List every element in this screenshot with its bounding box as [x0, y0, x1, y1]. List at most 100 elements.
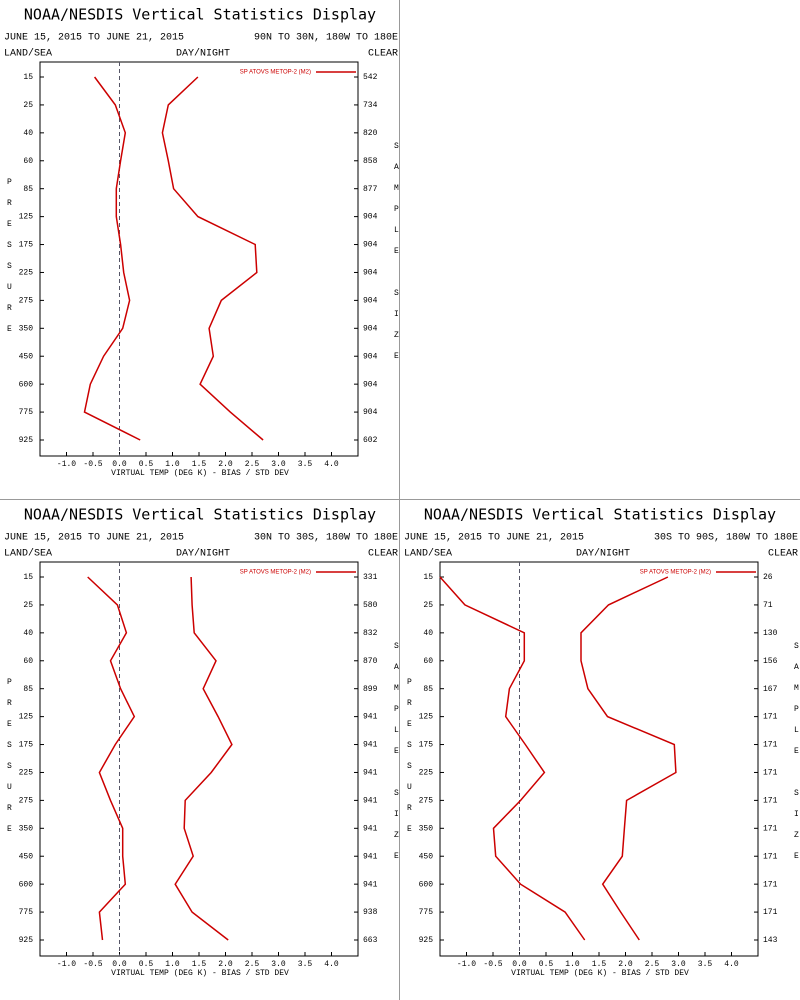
pressure-label: 40 [23, 129, 33, 138]
sample-size: 26 [763, 573, 773, 582]
sample-size: 580 [363, 601, 378, 610]
sample-size: 904 [363, 213, 378, 222]
pressure-label: 85 [23, 685, 33, 694]
pressure-label: 85 [423, 685, 433, 694]
x-tick-label: -0.5 [483, 960, 502, 969]
std-dev-line [174, 576, 233, 941]
pressure-label: 450 [419, 852, 434, 861]
chart-title: NOAA/NESDIS Vertical Statistics Display [24, 6, 376, 24]
x-tick-label: 2.0 [218, 960, 233, 969]
sample-size: 941 [363, 880, 378, 889]
sample-size: 331 [363, 573, 378, 582]
sample-size: 904 [363, 408, 378, 417]
pressure-label: 350 [419, 824, 434, 833]
pressure-label: 125 [19, 213, 34, 222]
pressure-label: 775 [19, 908, 34, 917]
bias-line [83, 76, 141, 441]
x-tick-label: 1.5 [192, 960, 207, 969]
sample-size: 904 [363, 352, 378, 361]
x-tick-label: -1.0 [57, 460, 76, 469]
sample-size: 167 [763, 685, 778, 694]
sample-size: 171 [763, 796, 778, 805]
x-tick-label: 0.5 [139, 960, 154, 969]
x-tick-label: 4.0 [324, 960, 339, 969]
sample-size: 904 [363, 324, 378, 333]
pressure-label: 350 [19, 324, 34, 333]
x-tick-label: 2.5 [245, 460, 260, 469]
pressure-label: 25 [23, 101, 33, 110]
pressure-label: 25 [23, 601, 33, 610]
sample-size: 941 [363, 741, 378, 750]
pressure-label: 60 [23, 657, 33, 666]
x-tick-label: -0.5 [83, 960, 102, 969]
sample-size: 130 [763, 629, 778, 638]
std-dev-line [580, 576, 677, 941]
pressure-label: 275 [419, 796, 434, 805]
sample-size: 941 [363, 769, 378, 778]
pressure-label: 775 [419, 908, 434, 917]
pressure-label: 15 [23, 573, 33, 582]
sample-size: 877 [363, 185, 378, 194]
sample-size: 663 [363, 936, 378, 945]
sample-size: 870 [363, 657, 378, 666]
x-axis-label: VIRTUAL TEMP (DEG K) - BIAS / STD DEV [111, 469, 289, 478]
pressure-label: 600 [19, 380, 34, 389]
plot-frame [439, 561, 759, 957]
x-tick-label: 1.0 [565, 960, 580, 969]
pressure-label: 40 [23, 629, 33, 638]
x-tick-label: -1.0 [57, 960, 76, 969]
pressure-label: 60 [23, 157, 33, 166]
pressure-label: 175 [19, 241, 34, 250]
sample-size: 820 [363, 129, 378, 138]
x-tick-label: 2.5 [245, 960, 260, 969]
region: 30N TO 30S, 180W TO 180E [254, 533, 398, 544]
legend-label: SP ATOVS METOP-2 (M2) [240, 70, 311, 76]
x-tick-label: 1.5 [192, 460, 207, 469]
sample-size: 171 [763, 769, 778, 778]
pressure-label: 15 [23, 73, 33, 82]
std-dev-line [161, 76, 264, 441]
pressure-label: 60 [423, 657, 433, 666]
x-tick-label: 1.0 [165, 960, 180, 969]
land-sea: LAND/SEA [4, 548, 52, 560]
x-tick-label: 0.5 [139, 460, 154, 469]
day-night: DAY/NIGHT [176, 548, 230, 560]
sample-size: 171 [763, 824, 778, 833]
sample-size: 904 [363, 269, 378, 278]
bias-line [439, 576, 586, 941]
pressure-label: 15 [423, 573, 433, 582]
sample-size: 941 [363, 852, 378, 861]
date-range: JUNE 15, 2015 TO JUNE 21, 2015 [404, 533, 584, 544]
pressure-label: 275 [19, 296, 34, 305]
date-range: JUNE 15, 2015 TO JUNE 21, 2015 [4, 33, 184, 44]
sample-size: 171 [763, 880, 778, 889]
x-tick-label: 3.0 [271, 460, 286, 469]
panel: NOAA/NESDIS Vertical Statistics Display J… [4, 6, 399, 479]
sample-size: 602 [363, 436, 378, 445]
pressure-label: 450 [19, 352, 34, 361]
region: 30S TO 90S, 180W TO 180E [654, 533, 798, 544]
sample-size: 171 [763, 852, 778, 861]
pressure-label: 450 [19, 852, 34, 861]
region: 90N TO 30N, 180W TO 180E [254, 33, 398, 44]
bias-line [87, 576, 136, 941]
pressure-label: 925 [419, 936, 434, 945]
sample-size: 171 [763, 713, 778, 722]
clear: CLEAR [768, 549, 798, 560]
x-axis-label: VIRTUAL TEMP (DEG K) - BIAS / STD DEV [511, 969, 689, 978]
sample-size: 542 [363, 73, 378, 82]
x-tick-label: 3.5 [698, 960, 713, 969]
sample-size: 156 [763, 657, 778, 666]
x-tick-label: 0.0 [112, 460, 127, 469]
sample-size: 858 [363, 157, 378, 166]
panel: NOAA/NESDIS Vertical Statistics Display J… [4, 506, 399, 979]
date-range: JUNE 15, 2015 TO JUNE 21, 2015 [4, 533, 184, 544]
pressure-label: 225 [19, 269, 34, 278]
x-tick-label: 3.5 [298, 460, 313, 469]
x-tick-label: 4.0 [324, 460, 339, 469]
sample-size: 904 [363, 241, 378, 250]
sample-size: 832 [363, 629, 378, 638]
pressure-label: 775 [19, 408, 34, 417]
